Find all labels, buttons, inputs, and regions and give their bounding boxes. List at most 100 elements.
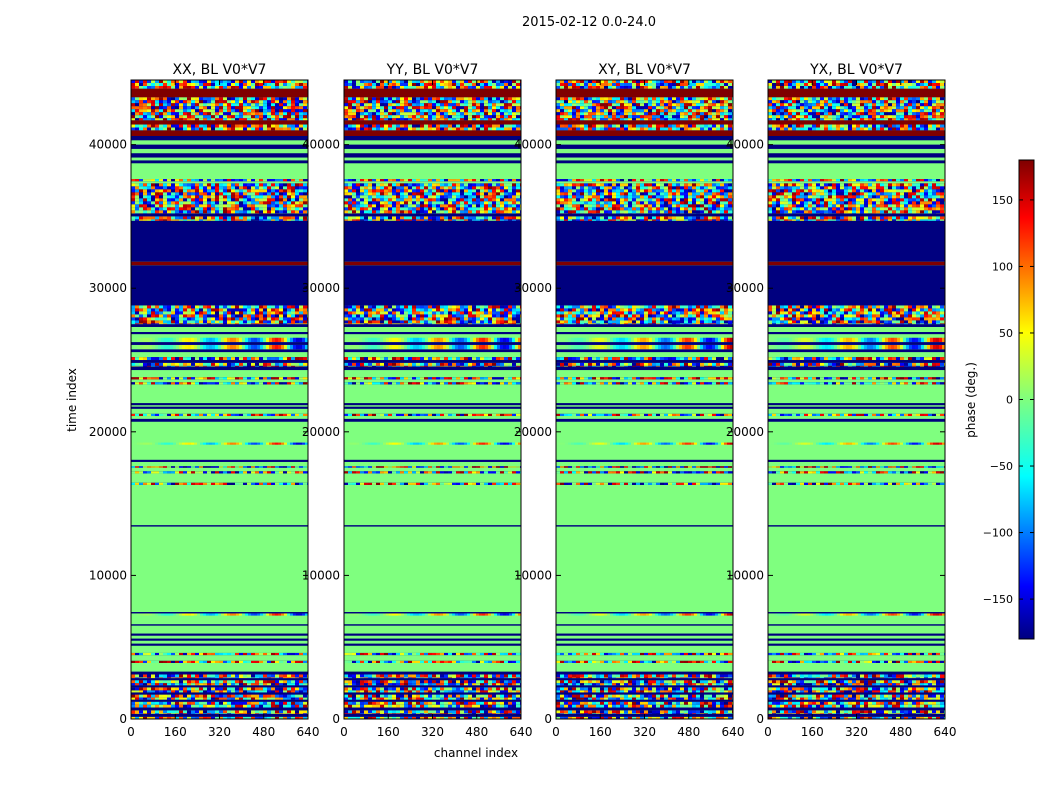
heatmap-cell [476,704,480,708]
heatmap-cell [380,701,384,705]
heatmap-cell [211,106,215,110]
heatmap-cell [143,195,147,199]
heatmap-cell [516,660,520,663]
heatmap-cell [432,466,436,468]
heatmap-cell [401,337,404,343]
heatmap-cell [395,442,398,445]
heatmap-cell [163,704,167,708]
heatmap-cell [135,716,139,719]
heatmap-cell [251,198,255,202]
heatmap-cell [263,674,267,678]
heatmap-cell [440,305,444,309]
heatmap-cell [247,210,251,214]
heatmap-cell [480,652,484,656]
heatmap-cell [255,362,259,366]
heatmap-cell [279,413,283,417]
heatmap-cell [143,115,147,119]
heatmap-cell [392,442,395,445]
heatmap-cell [368,362,372,366]
heatmap-cell [271,677,275,679]
heatmap-cell [151,106,155,110]
heatmap-cell [377,344,380,350]
heatmap-cell [223,680,227,684]
heatmap-cell [518,337,521,343]
heatmap-cell [151,694,155,698]
heatmap-cell [215,660,219,663]
heatmap-cell [460,710,464,714]
heatmap-cell [508,311,512,315]
heatmap-cell [480,365,484,367]
heatmap-cell [203,320,207,324]
heatmap-cell [404,694,408,698]
heatmap-cell [200,442,203,445]
heatmap-cell [368,697,372,700]
heatmap-cell [223,192,227,196]
heatmap-cell [227,716,231,719]
heatmap-cell [151,305,155,309]
heatmap-cell [195,690,199,693]
heatmap-cell [151,198,155,202]
heatmap-cell [396,192,400,196]
heatmap-cell [412,382,416,385]
heatmap-cell [167,482,171,485]
heatmap-cell [243,109,247,113]
heatmap-cell [155,186,159,190]
heatmap-cell [512,308,516,312]
heatmap-cell [167,201,171,205]
heatmap-cell [159,112,163,116]
heatmap-cell [436,701,440,705]
heatmap-cell [243,308,247,312]
heatmap-cell [199,471,203,474]
heatmap-cell [356,320,360,324]
heatmap-cell [484,660,488,663]
heatmap-cell [239,442,242,445]
heatmap-cell [131,704,135,708]
heatmap-cell [231,183,235,187]
heatmap-cell [171,697,175,700]
heatmap-cell [353,337,356,343]
heatmap-cell [460,314,464,318]
heatmap-cell [147,362,151,366]
heatmap-cell [263,442,266,445]
heatmap-cell [291,305,295,309]
heatmap-cell [492,323,496,325]
heatmap-cell [243,97,247,101]
heatmap-cell [259,677,263,679]
heatmap-cell [183,106,187,110]
heatmap-cell [516,320,520,324]
heatmap-cell [267,652,271,656]
heatmap-cell [468,365,472,367]
heatmap-cell [500,344,503,350]
heatmap-cell [207,482,211,485]
heatmap-cell [143,192,147,196]
heatmap-cell [452,482,456,485]
heatmap-cell [436,183,440,187]
heatmap-cell [215,308,219,312]
heatmap-cell [368,219,372,221]
heatmap-cell [231,198,235,202]
heatmap-cell [219,112,223,116]
heatmap-cell [380,677,384,679]
heatmap-cell [356,186,360,190]
heatmap-cell [432,674,436,678]
heatmap-cell [295,198,299,202]
heatmap-cell [364,482,368,485]
heatmap-cell [275,613,278,616]
heatmap-cell [215,482,219,485]
heatmap-cell [211,690,215,693]
heatmap-cell [159,357,163,361]
heatmap-cell [267,189,271,193]
heatmap-cell [383,442,386,445]
heatmap-cell [446,344,449,350]
heatmap-cell [492,357,496,361]
heatmap-cell [243,674,247,678]
heatmap-cell [380,694,384,698]
heatmap-cell [488,320,492,324]
heatmap-cell [255,80,259,83]
heatmap-cell [420,382,424,385]
heatmap-cell [195,305,199,309]
heatmap-cell [151,308,155,312]
heatmap-cell [195,320,199,324]
heatmap-cell [236,337,239,343]
heatmap-cell [392,377,396,380]
